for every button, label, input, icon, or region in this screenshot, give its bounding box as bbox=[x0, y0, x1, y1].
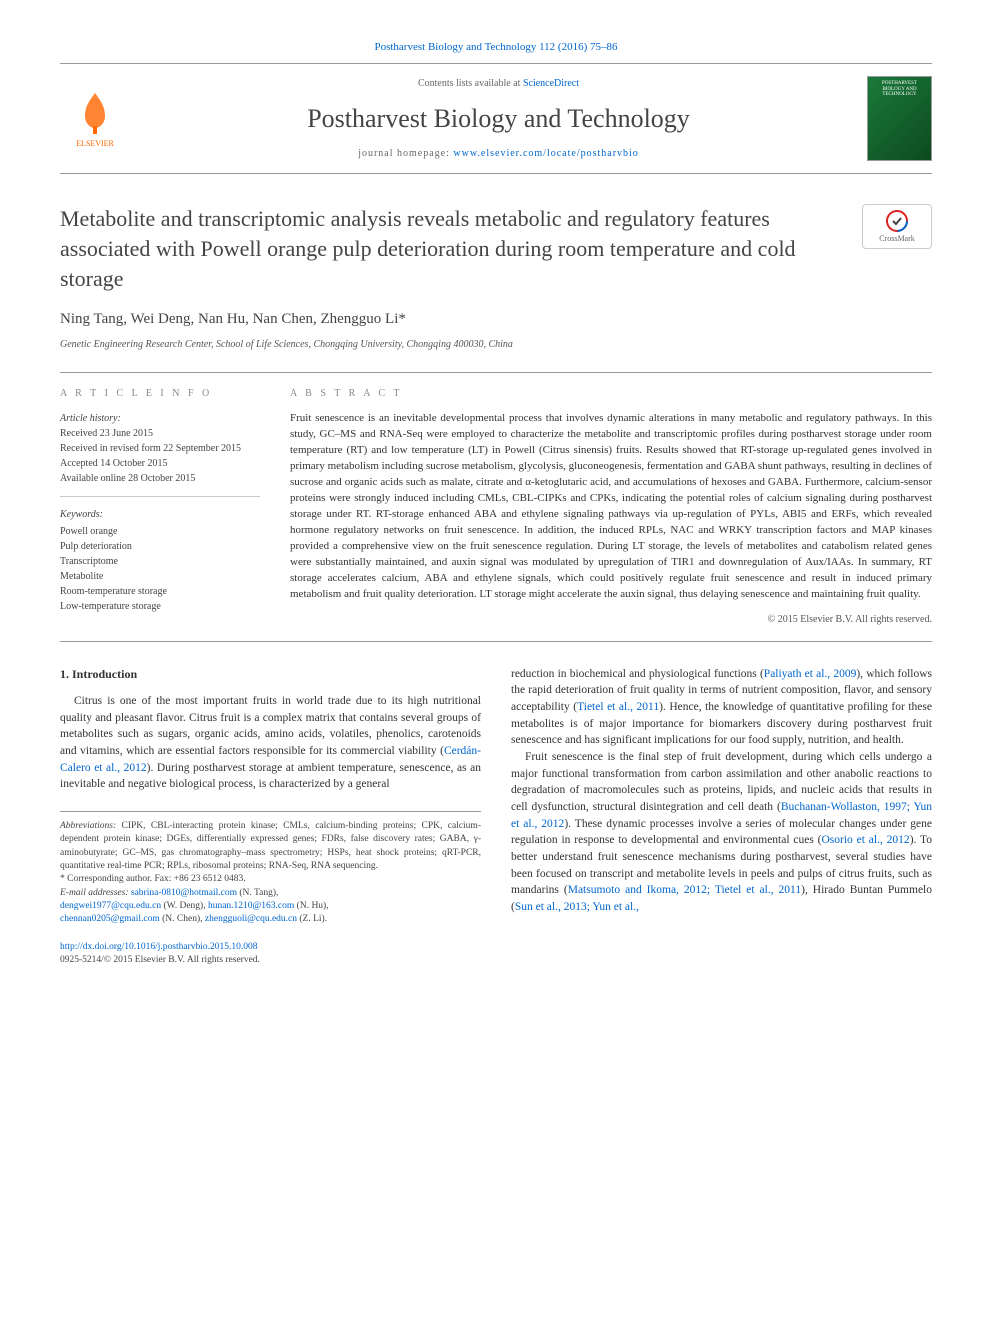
journal-citation-line: Postharvest Biology and Technology 112 (… bbox=[60, 40, 932, 55]
abbrev-label: Abbreviations: bbox=[60, 821, 116, 831]
received-date: Received 23 June 2015 bbox=[60, 428, 153, 439]
email-link[interactable]: sabrina-0810@hotmail.com bbox=[131, 888, 237, 898]
keywords-block: Keywords: Powell orange Pulp deteriorati… bbox=[60, 507, 260, 614]
citation-link[interactable]: Tietel et al., 2011 bbox=[577, 701, 659, 713]
crossmark-icon bbox=[885, 209, 909, 233]
email-who: (N. Tang), bbox=[237, 888, 278, 898]
email-link[interactable]: dengwei1977@cqu.edu.cn bbox=[60, 901, 161, 911]
contents-line: Contents lists available at ScienceDirec… bbox=[130, 77, 867, 91]
citation-link[interactable]: Matsumoto and Ikoma, 2012; Tietel et al.… bbox=[568, 884, 801, 896]
citation-link[interactable]: Paliyath et al., 2009 bbox=[764, 668, 857, 680]
info-abstract-row: A R T I C L E I N F O Article history: R… bbox=[60, 372, 932, 641]
email-addresses: E-mail addresses: sabrina-0810@hotmail.c… bbox=[60, 887, 481, 927]
text: reduction in biochemical and physiologic… bbox=[511, 668, 764, 680]
homepage-line: journal homepage: www.elsevier.com/locat… bbox=[130, 147, 867, 161]
article-info-col: A R T I C L E I N F O Article history: R… bbox=[60, 387, 260, 626]
keyword: Low-temperature storage bbox=[60, 601, 161, 612]
elsevier-logo: ELSEVIER bbox=[60, 79, 130, 159]
abstract-label: A B S T R A C T bbox=[290, 387, 932, 401]
body-columns: 1. Introduction Citrus is one of the mos… bbox=[60, 666, 932, 967]
history-label: Article history: bbox=[60, 413, 121, 424]
citation-link[interactable]: Postharvest Biology and Technology 112 (… bbox=[374, 41, 617, 53]
revised-date: Received in revised form 22 September 20… bbox=[60, 443, 241, 454]
elsevier-tree-icon bbox=[70, 88, 120, 138]
abstract-copyright: © 2015 Elsevier B.V. All rights reserved… bbox=[290, 613, 932, 627]
email-who: (Z. Li). bbox=[297, 914, 327, 924]
email-who: (W. Deng), bbox=[161, 901, 208, 911]
issn-line: 0925-5214/© 2015 Elsevier B.V. All right… bbox=[60, 955, 260, 965]
intro-para-1: Citrus is one of the most important frui… bbox=[60, 693, 481, 793]
article-title: Metabolite and transcriptomic analysis r… bbox=[60, 204, 862, 293]
keywords-label: Keywords: bbox=[60, 507, 260, 522]
keyword: Powell orange bbox=[60, 526, 118, 537]
email-label: E-mail addresses: bbox=[60, 888, 129, 898]
email-link[interactable]: chennan0205@gmail.com bbox=[60, 914, 160, 924]
homepage-link[interactable]: www.elsevier.com/locate/postharvbio bbox=[453, 148, 638, 159]
email-link[interactable]: hunan.1210@163.com bbox=[208, 901, 294, 911]
body-para: reduction in biochemical and physiologic… bbox=[511, 666, 932, 749]
cover-title: POSTHARVEST BIOLOGY AND TECHNOLOGY bbox=[872, 81, 927, 98]
header-center: Contents lists available at ScienceDirec… bbox=[130, 77, 867, 161]
text: Citrus is one of the most important frui… bbox=[60, 695, 481, 757]
corresponding-author: * Corresponding author. Fax: +86 23 6512… bbox=[60, 873, 481, 886]
article-history: Article history: Received 23 June 2015 R… bbox=[60, 411, 260, 497]
abbreviations: Abbreviations: CIPK, CBL-interacting pro… bbox=[60, 820, 481, 873]
affiliation-line: Genetic Engineering Research Center, Sch… bbox=[60, 338, 932, 352]
keyword: Room-temperature storage bbox=[60, 586, 167, 597]
footnotes-block: Abbreviations: CIPK, CBL-interacting pro… bbox=[60, 811, 481, 967]
elsevier-label: ELSEVIER bbox=[76, 138, 114, 149]
journal-title: Postharvest Biology and Technology bbox=[130, 101, 867, 137]
authors-line: Ning Tang, Wei Deng, Nan Hu, Nan Chen, Z… bbox=[60, 309, 932, 330]
right-column: reduction in biochemical and physiologic… bbox=[511, 666, 932, 967]
body-para: Fruit senescence is the final step of fr… bbox=[511, 749, 932, 916]
citation-link[interactable]: Sun et al., 2013; Yun et al., bbox=[515, 901, 639, 913]
contents-prefix: Contents lists available at bbox=[418, 78, 523, 89]
left-column: 1. Introduction Citrus is one of the mos… bbox=[60, 666, 481, 967]
accepted-date: Accepted 14 October 2015 bbox=[60, 458, 167, 469]
keyword: Transcriptome bbox=[60, 556, 118, 567]
journal-header: ELSEVIER Contents lists available at Sci… bbox=[60, 63, 932, 174]
email-link[interactable]: zhengguoli@cqu.edu.cn bbox=[205, 914, 297, 924]
crossmark-badge[interactable]: CrossMark bbox=[862, 204, 932, 249]
sciencedirect-link[interactable]: ScienceDirect bbox=[523, 78, 579, 89]
keyword: Metabolite bbox=[60, 571, 103, 582]
intro-heading: 1. Introduction bbox=[60, 666, 481, 683]
keyword: Pulp deterioration bbox=[60, 541, 132, 552]
article-info-label: A R T I C L E I N F O bbox=[60, 387, 260, 401]
abstract-text: Fruit senescence is an inevitable develo… bbox=[290, 411, 932, 602]
crossmark-label: CrossMark bbox=[879, 233, 915, 244]
citation-link[interactable]: Osorio et al., 2012 bbox=[822, 834, 910, 846]
doi-block: http://dx.doi.org/10.1016/j.postharvbio.… bbox=[60, 941, 481, 968]
abstract-col: A B S T R A C T Fruit senescence is an i… bbox=[290, 387, 932, 626]
online-date: Available online 28 October 2015 bbox=[60, 473, 195, 484]
page-container: Postharvest Biology and Technology 112 (… bbox=[0, 0, 992, 1007]
abbrev-text: CIPK, CBL-interacting protein kinase; CM… bbox=[60, 821, 481, 871]
email-who: (N. Chen), bbox=[160, 914, 205, 924]
doi-link[interactable]: http://dx.doi.org/10.1016/j.postharvbio.… bbox=[60, 942, 257, 952]
email-who: (N. Hu), bbox=[294, 901, 328, 911]
homepage-prefix: journal homepage: bbox=[358, 148, 453, 159]
article-header-row: Metabolite and transcriptomic analysis r… bbox=[60, 204, 932, 293]
journal-cover-thumb: POSTHARVEST BIOLOGY AND TECHNOLOGY bbox=[867, 76, 932, 161]
